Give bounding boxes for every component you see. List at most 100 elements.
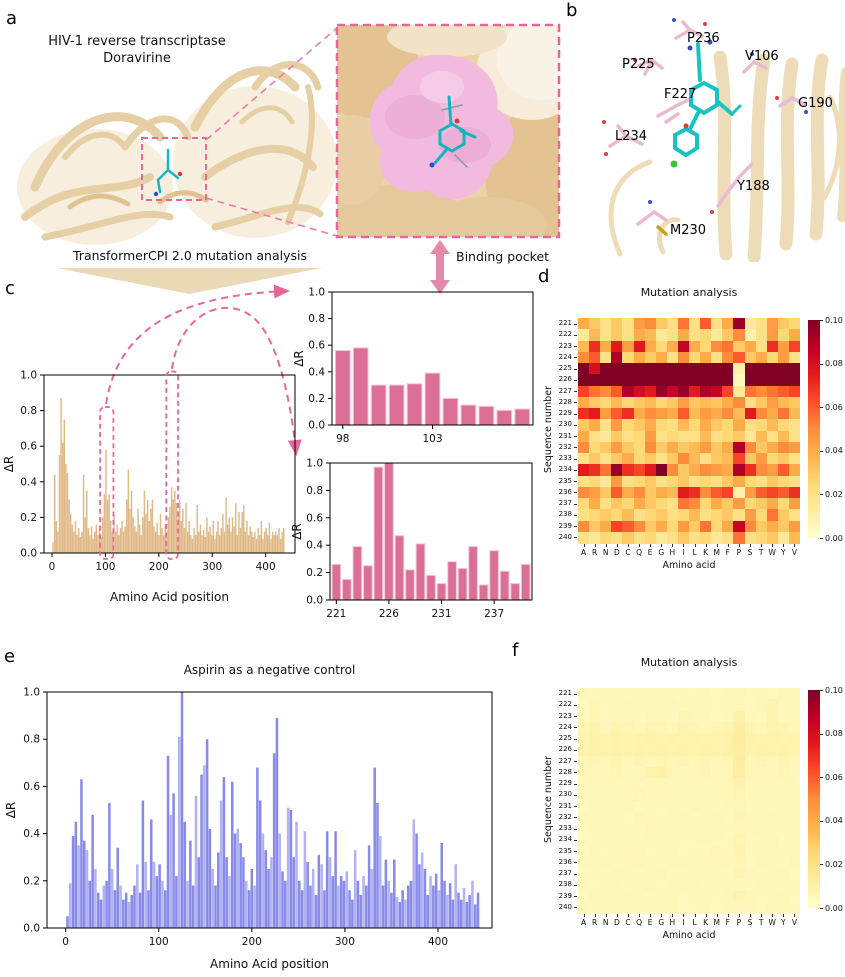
col-tick — [750, 914, 752, 917]
bar — [82, 474, 85, 553]
heatmap-cell — [589, 733, 601, 745]
heatmap-cell — [633, 688, 646, 700]
heatmap-cell — [622, 778, 634, 790]
row-tick — [574, 896, 577, 898]
heatmap-cell — [755, 688, 768, 700]
heatmap-cell — [788, 453, 801, 465]
bar — [138, 524, 141, 553]
x-tick-label: 98 — [336, 433, 349, 445]
heatmap-cell — [600, 778, 612, 790]
heatmap-cell — [644, 318, 657, 330]
bar — [63, 419, 66, 553]
heatmap-cell — [600, 340, 612, 353]
heatmap-cell — [722, 374, 734, 386]
bar — [116, 524, 118, 553]
heatmap-cell — [677, 901, 690, 914]
bar — [116, 847, 120, 928]
heatmap-cell — [611, 778, 623, 790]
heatmap-cell — [589, 329, 601, 341]
heatmap-cell — [744, 710, 757, 723]
heatmap-cell — [777, 755, 790, 768]
heatmap-cell — [633, 498, 646, 510]
heatmap-cell — [611, 879, 623, 891]
heatmap-cell — [655, 374, 668, 386]
heatmap-cell — [644, 363, 657, 375]
heatmap-cell — [633, 363, 646, 375]
heatmap-cell — [633, 789, 646, 801]
bar — [309, 885, 312, 928]
heatmap-cell — [578, 699, 590, 711]
heatmap-cell — [589, 856, 601, 869]
heatmap-cell — [589, 800, 601, 813]
heatmap-cell — [755, 340, 768, 353]
bar — [337, 885, 340, 928]
heatmap-cell — [677, 509, 690, 521]
heatmap-cell — [722, 789, 734, 801]
colorbar-tick-label: 0.10 — [825, 315, 843, 325]
bar — [317, 854, 321, 928]
bar — [73, 531, 75, 553]
heatmap-cell — [677, 744, 690, 756]
bar — [198, 531, 200, 553]
heatmap-cell — [766, 486, 779, 499]
bar — [370, 384, 387, 426]
heatmap-cell — [788, 363, 801, 375]
heatmap-cell — [700, 498, 712, 510]
bar — [268, 522, 271, 553]
bar — [432, 885, 435, 928]
row-tick — [574, 379, 577, 381]
colorbar-tick-label: 0.02 — [825, 859, 843, 869]
col-tick — [616, 544, 618, 547]
heatmap-cell — [788, 778, 801, 790]
heatmap-cell — [611, 688, 623, 700]
heatmap-cell — [788, 890, 801, 903]
heatmap-cell — [744, 318, 757, 330]
heatmap-cell — [677, 766, 690, 779]
heatmap-cell — [755, 408, 768, 420]
heatmap-cell — [766, 509, 779, 521]
heatmap-cell — [744, 340, 757, 353]
bar — [331, 563, 342, 601]
heatmap-cell — [755, 800, 768, 813]
heatmap-cell — [755, 778, 768, 790]
bar — [284, 880, 287, 928]
heatmap-cell — [644, 441, 657, 454]
heatmap-cell — [689, 823, 701, 835]
heatmap-cell — [777, 396, 790, 409]
heatmap-cell — [600, 755, 612, 768]
plot-frame — [43, 374, 296, 554]
heatmap-cell — [744, 721, 757, 734]
x-tick-label: 100 — [149, 936, 169, 948]
bar — [111, 531, 114, 553]
colorbar-tick — [820, 363, 823, 365]
heatmap-cell — [600, 789, 612, 801]
heatmap-cell — [766, 430, 779, 443]
heatmap-cell — [578, 733, 590, 745]
bar — [334, 350, 351, 426]
heatmap-cell — [700, 408, 712, 420]
colorbar — [808, 320, 820, 538]
heatmap-cell — [666, 340, 679, 353]
bar — [254, 531, 256, 553]
bar — [314, 894, 318, 928]
x-tick-label: 237 — [484, 608, 504, 620]
x-tick-label: 300 — [335, 936, 355, 948]
bar — [390, 892, 393, 928]
heatmap-cell — [788, 486, 801, 499]
bar — [143, 490, 146, 553]
y-axis-label: ΔR — [291, 523, 304, 540]
heatmap-cell — [700, 789, 712, 801]
bar — [77, 845, 80, 928]
heatmap-cell — [655, 464, 668, 476]
col-tick — [616, 914, 618, 917]
bar — [161, 528, 163, 553]
bar — [105, 880, 108, 928]
heatmap-cell — [611, 374, 623, 386]
heatmap-cell — [633, 699, 646, 711]
protein-name-text: HIV-1 reverse transcriptase — [48, 34, 226, 49]
heatmap-cell — [689, 755, 701, 768]
bar — [258, 800, 262, 928]
heatmap-cell — [655, 340, 668, 353]
heatmap-cell — [722, 890, 734, 903]
y-axis-label: ΔR — [2, 456, 16, 473]
